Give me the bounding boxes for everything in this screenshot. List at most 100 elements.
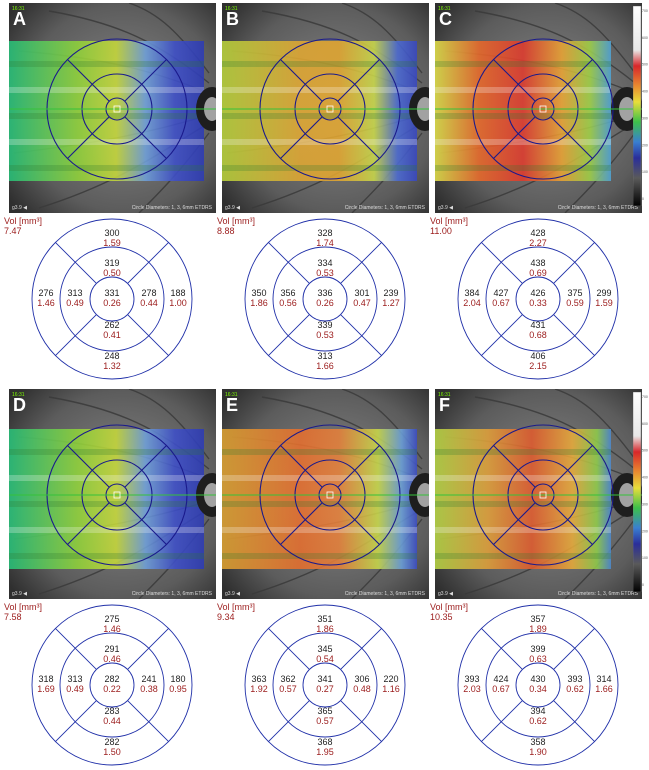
- inner-right-volume: 0.38: [140, 684, 158, 694]
- outer-left-volume: 2.04: [463, 298, 481, 308]
- inner-left-volume: 0.67: [492, 684, 510, 694]
- outer-top-volume: 1.46: [103, 624, 121, 634]
- scan-bands: [435, 61, 611, 171]
- outer-top-volume: 1.89: [529, 624, 547, 634]
- inner-bottom-thickness: 262: [104, 320, 119, 330]
- scale-label: g3.9 ◀: [12, 205, 27, 211]
- color-scale-tick: 600: [642, 36, 648, 40]
- outer-left-volume: 1.86: [250, 298, 268, 308]
- inner-right-thickness: 241: [141, 674, 156, 684]
- outer-bottom-volume: 1.95: [316, 747, 334, 757]
- inner-top-thickness: 399: [530, 644, 545, 654]
- central-volume: 0.33: [529, 298, 547, 308]
- outer-top-volume: 1.86: [316, 624, 334, 634]
- inner-left-thickness: 424: [493, 674, 508, 684]
- color-scale-tick: 200: [642, 143, 648, 147]
- scan-info: Circle Diameters: 1, 3, 6mm ETDRS: [132, 205, 213, 211]
- central-thickness: 336: [317, 288, 332, 298]
- outer-bottom-thickness: 282: [104, 737, 119, 747]
- outer-right-volume: 1.16: [382, 684, 400, 694]
- volume-value: 8.88: [217, 226, 235, 236]
- central-ring: [89, 276, 135, 322]
- inner-right-thickness: 278: [141, 288, 156, 298]
- outer-bottom-volume: 1.90: [529, 747, 547, 757]
- panel-label: F: [439, 395, 450, 415]
- fovea-marker: [539, 105, 547, 113]
- outer-ring: [244, 218, 406, 380]
- outer-left-volume: 1.92: [250, 684, 268, 694]
- timestamp: 16:31: [225, 392, 238, 398]
- outer-right-volume: 1.59: [595, 298, 613, 308]
- color-scale-tick: 100: [642, 556, 648, 560]
- central-thickness: 341: [317, 674, 332, 684]
- color-scale-tick: 700: [642, 395, 648, 399]
- outer-bottom-thickness: 313: [317, 351, 332, 361]
- inner-bottom-volume: 0.53: [316, 330, 334, 340]
- outer-top-thickness: 328: [317, 228, 332, 238]
- volume-label: Vol [mm³]: [217, 216, 255, 226]
- volume-label: Vol [mm³]: [430, 602, 468, 612]
- central-volume: 0.27: [316, 684, 334, 694]
- inner-top-volume: 0.46: [103, 654, 121, 664]
- etdrs-rings: [31, 604, 193, 766]
- central-volume: 0.26: [316, 298, 334, 308]
- fovea-marker: [326, 491, 334, 499]
- inner-right-volume: 0.48: [353, 684, 371, 694]
- outer-left-volume: 2.03: [463, 684, 481, 694]
- inner-top-thickness: 345: [317, 644, 332, 654]
- outer-bottom-thickness: 368: [317, 737, 332, 747]
- fovea-marker: [113, 105, 121, 113]
- color-scale-tick: 400: [642, 476, 648, 480]
- thickness-color-scale: 700 600 500 400 300 200 100 0: [632, 5, 648, 207]
- outer-ring: [31, 604, 193, 766]
- fundus-thickness-map-d: D 16:31 Circle Diameters: 1, 3, 6mm ETDRS g…: [9, 389, 216, 599]
- etdrs-rings: [31, 218, 193, 380]
- central-ring: [302, 662, 348, 708]
- outer-bottom-thickness: 358: [530, 737, 545, 747]
- outer-left-volume: 1.69: [37, 684, 55, 694]
- middle-ring: [485, 632, 591, 738]
- etdrs-rings: [457, 218, 619, 380]
- fovea-marker: [539, 491, 547, 499]
- outer-bottom-thickness: 406: [530, 351, 545, 361]
- etdrs-rings: [244, 218, 406, 380]
- fovea-marker: [113, 491, 121, 499]
- inner-right-thickness: 306: [354, 674, 369, 684]
- volume-label: Vol [mm³]: [430, 216, 468, 226]
- color-scale-bar: [632, 5, 642, 207]
- scan-bands: [435, 449, 611, 559]
- outer-top-volume: 2.27: [529, 238, 547, 248]
- outer-top-thickness: 275: [104, 614, 119, 624]
- fovea-marker: [326, 105, 334, 113]
- outer-bottom-volume: 1.50: [103, 747, 121, 757]
- central-thickness: 426: [530, 288, 545, 298]
- inner-top-volume: 0.54: [316, 654, 334, 664]
- color-scale-tick: 0: [642, 583, 644, 587]
- central-ring: [89, 662, 135, 708]
- outer-right-thickness: 188: [170, 288, 185, 298]
- outer-left-thickness: 393: [464, 674, 479, 684]
- outer-right-thickness: 299: [596, 288, 611, 298]
- scan-info: Circle Diameters: 1, 3, 6mm ETDRS: [132, 591, 213, 597]
- inner-left-volume: 0.49: [66, 298, 84, 308]
- scale-label: g3.9 ◀: [225, 205, 240, 211]
- central-ring: [515, 662, 561, 708]
- outer-top-thickness: 357: [530, 614, 545, 624]
- scan-bands: [9, 449, 204, 559]
- outer-right-thickness: 220: [383, 674, 398, 684]
- middle-ring: [272, 632, 378, 738]
- inner-bottom-thickness: 283: [104, 706, 119, 716]
- inner-left-volume: 0.67: [492, 298, 510, 308]
- color-scale-tick: 400: [642, 90, 648, 94]
- fundus-thickness-map-a: A 16:31 Circle Diameters: 1, 3, 6mm ETDRS g…: [9, 3, 216, 213]
- central-volume: 0.34: [529, 684, 547, 694]
- timestamp: 16:31: [12, 6, 25, 12]
- timestamp: 16:31: [225, 6, 238, 12]
- etdrs-chart-b: Vol [mm³] 8.88 336 0.26 334 0.53 339 0.53 356 0.5…: [213, 214, 423, 384]
- outer-right-volume: 1.27: [382, 298, 400, 308]
- scan-info: Circle Diameters: 1, 3, 6mm ETDRS: [345, 591, 426, 597]
- fundus-thickness-map-f: F 16:31 Circle Diameters: 1, 3, 6mm ETDRS g…: [435, 389, 642, 599]
- volume-value: 9.34: [217, 612, 235, 622]
- timestamp: 16:31: [12, 392, 25, 398]
- color-scale-tick: 300: [642, 502, 648, 506]
